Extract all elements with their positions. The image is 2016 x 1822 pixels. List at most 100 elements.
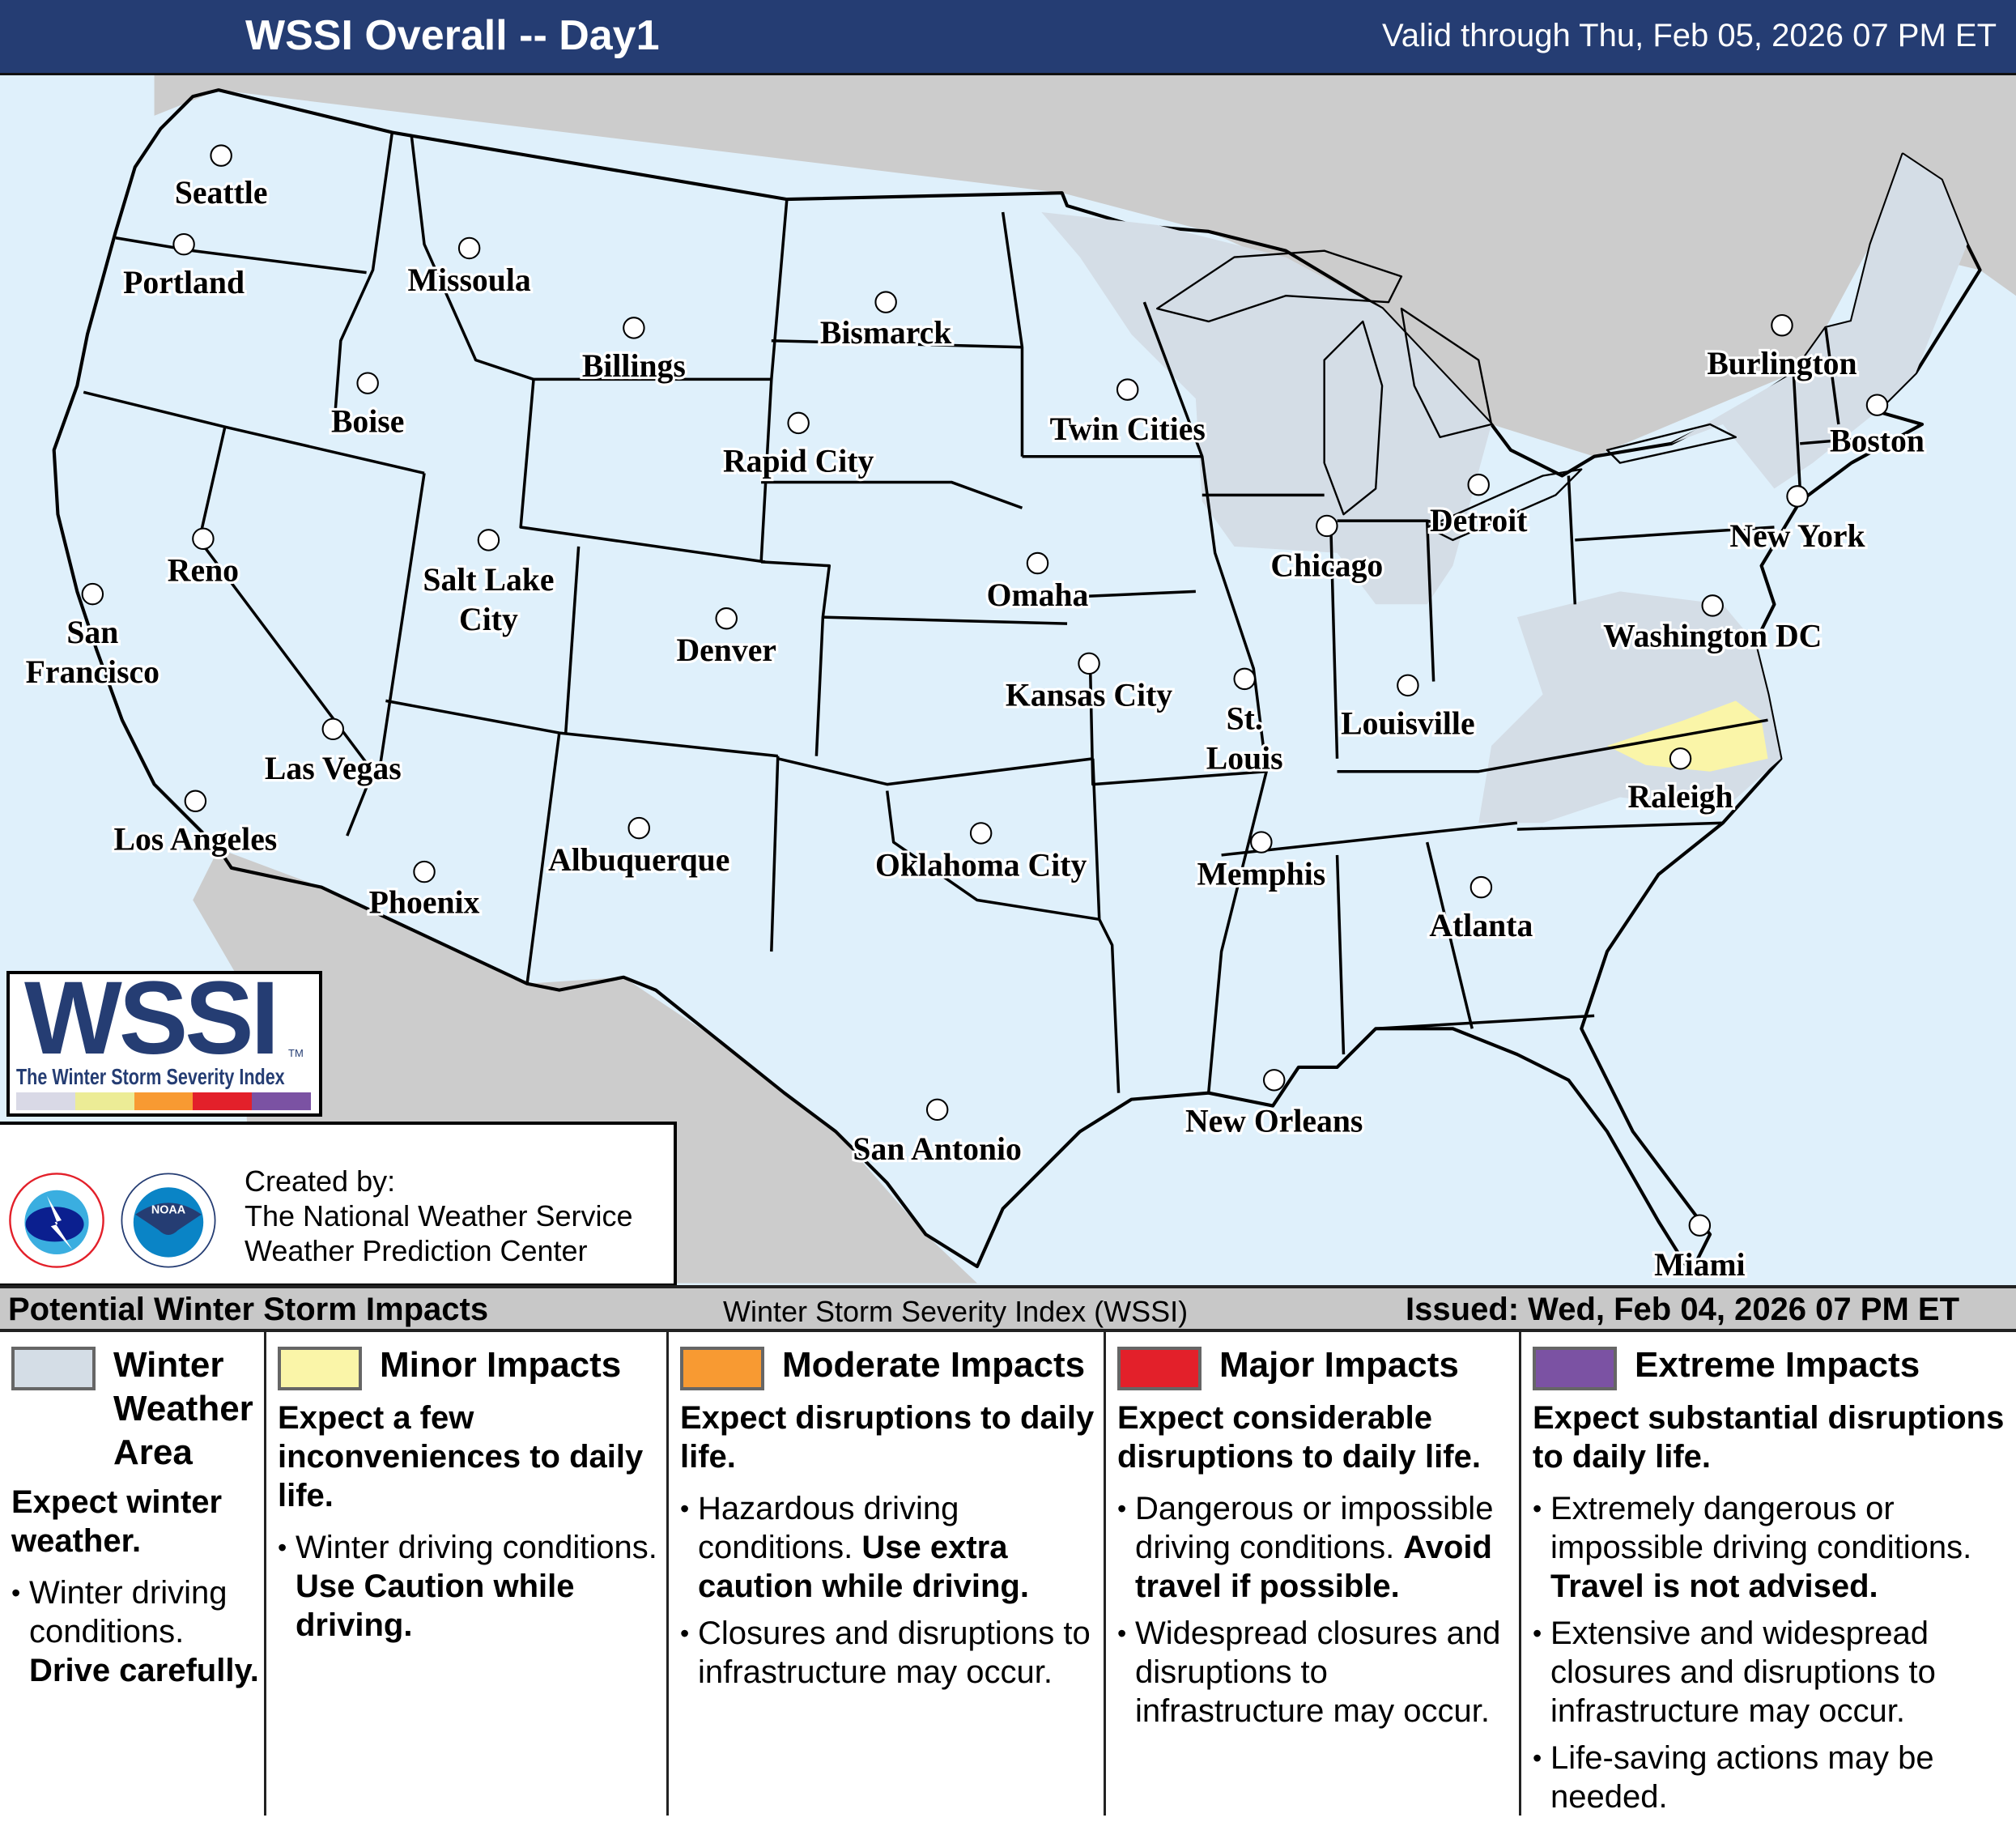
- bullet-text: Closures and disruptions to infrastructu…: [698, 1616, 1091, 1690]
- legend-bullet: Closures and disruptions to infrastructu…: [680, 1614, 1099, 1692]
- city-marker-icon: [81, 582, 104, 606]
- city-label: Detroit: [1430, 503, 1528, 539]
- legend-lead: Expect considerable disruptions to daily…: [1117, 1400, 1481, 1475]
- bullet-text: Winter driving conditions.: [29, 1575, 228, 1650]
- bullet-text: Widespread closures and disruptions to i…: [1135, 1616, 1501, 1729]
- wssi-logo: WSSI TM The Winter Storm Severity Index: [6, 971, 322, 1117]
- created-by-label: Created by:: [245, 1164, 396, 1198]
- legend-bullet: Widespread closures and disruptions to i…: [1117, 1614, 1514, 1730]
- creator-nws: The National Weather Service: [245, 1199, 633, 1232]
- legend-bullet: Life-saving actions may be needed.: [1533, 1739, 2011, 1816]
- legend-title: Major Impacts: [1219, 1345, 1459, 1385]
- city-marker-icon: [172, 232, 195, 256]
- legend-lead: Expect a few inconveniences to daily lif…: [278, 1400, 644, 1513]
- bullet-emphasis: Use extra caution while driving.: [698, 1530, 1029, 1604]
- legend-title: Extreme Impacts: [1635, 1345, 1920, 1385]
- city-label: Omaha: [987, 577, 1089, 613]
- city-washington-dc: Washington DC: [1601, 594, 1825, 657]
- city-label: Oklahoma City: [875, 847, 1087, 883]
- city-marker-icon: [210, 144, 232, 167]
- city-label: Albuquerque: [548, 842, 729, 878]
- wssi-logo-text: WSSI: [24, 971, 279, 1076]
- city-label: Missoula: [408, 262, 531, 298]
- city-marker-icon: [1026, 551, 1049, 575]
- legend-column-extreme-impacts: Extreme Impacts Expect substantial disru…: [1521, 1332, 2016, 1816]
- city-marker-icon: [321, 717, 345, 741]
- legend-index-name: Winter Storm Severity Index (WSSI): [723, 1295, 1189, 1328]
- legend-swatch: [1533, 1347, 1617, 1390]
- legend-bullets: Dangerous or impossible driving conditio…: [1117, 1489, 1514, 1730]
- city-marker-icon: [1865, 394, 1889, 416]
- city-rapid-city: Rapid City: [721, 411, 877, 482]
- city-label: Seattle: [175, 175, 268, 211]
- city-label: Atlanta: [1429, 908, 1533, 943]
- city-marker-icon: [1250, 831, 1273, 854]
- city-label: Burlington: [1707, 346, 1857, 381]
- city-marker-icon: [1397, 674, 1419, 697]
- city-label: Denver: [677, 632, 776, 668]
- city-marker-icon: [1701, 594, 1724, 617]
- legend-column-minor-impacts: Minor Impacts Expect a few inconvenience…: [266, 1332, 669, 1816]
- city-label: San: [66, 615, 118, 650]
- city-los-angeles: Los Angeles: [111, 790, 279, 860]
- city-label: Billings: [582, 348, 686, 384]
- bullet-emphasis: Use Caution while driving.: [296, 1569, 575, 1643]
- city-marker-icon: [1116, 378, 1139, 401]
- city-label: Rapid City: [723, 444, 874, 479]
- legend-swatch: [680, 1347, 764, 1390]
- city-label: Twin Cities: [1050, 411, 1206, 447]
- city-marker-icon: [1467, 473, 1490, 496]
- legend-lead: Expect disruptions to daily life.: [680, 1400, 1095, 1475]
- city-label: Salt Lake: [423, 562, 554, 598]
- city-louisville: Louisville: [1338, 674, 1478, 744]
- city-marker-icon: [413, 860, 436, 883]
- legend-heading: Potential Winter Storm Impacts: [8, 1292, 489, 1327]
- city-marker-icon: [627, 816, 650, 840]
- bullet-text: Winter driving conditions.: [296, 1530, 657, 1565]
- city-detroit: Detroit: [1427, 473, 1530, 541]
- city-marker-icon: [874, 291, 897, 313]
- city-new-york: New York: [1727, 485, 1869, 556]
- city-san-antonio: San Antonio: [850, 1098, 1024, 1169]
- city-label: New York: [1729, 518, 1865, 554]
- city-marker-icon: [192, 527, 215, 551]
- legend-title: Minor Impacts: [380, 1345, 622, 1385]
- legend-bullet: Extensive and widespread closures and di…: [1533, 1614, 2011, 1730]
- city-miami: Miami: [1652, 1214, 1748, 1285]
- city-twin-cities: Twin Cities: [1047, 378, 1208, 449]
- city-marker-icon: [1669, 747, 1692, 770]
- bullet-text: Life-saving actions may be needed.: [1550, 1740, 1934, 1815]
- state-boundaries: [83, 132, 1878, 1093]
- nws-logo-icon: [9, 1173, 104, 1268]
- legend-title: Winter Weather Area: [113, 1345, 253, 1472]
- trademark: TM: [288, 1047, 304, 1059]
- city-marker-icon: [477, 529, 500, 551]
- scale-swatch: [134, 1092, 194, 1110]
- city-marker-icon: [356, 372, 379, 394]
- city-reno: Reno: [165, 527, 241, 591]
- city-boise: Boise: [329, 372, 407, 442]
- minor-impacts-area: [1607, 700, 1768, 772]
- city-marker-icon: [1771, 313, 1793, 337]
- city-marker-icon: [1786, 485, 1809, 508]
- city-markers: Seattle Portland Missoula Billings Bismarck B…: [23, 144, 1927, 1285]
- legend-bullet: Dangerous or impossible driving conditio…: [1117, 1489, 1514, 1606]
- legend-lead: Expect substantial disruptions to daily …: [1533, 1400, 2005, 1475]
- legend-bullet: Extremely dangerous or impossible drivin…: [1533, 1489, 2011, 1606]
- great-lakes: [1156, 249, 1737, 542]
- city-label: Portland: [123, 265, 245, 300]
- legend-bullets: Extremely dangerous or impossible drivin…: [1533, 1489, 2011, 1816]
- city-label: Chicago: [1270, 547, 1383, 583]
- legend-column-winter-weather-area: Winter Weather Area Expect winter weathe…: [0, 1332, 266, 1816]
- noaa-seal-text: NOAA: [151, 1204, 186, 1217]
- city-marker-icon: [1078, 652, 1100, 675]
- scale-swatch: [74, 1092, 134, 1110]
- city-marker-icon: [1688, 1214, 1712, 1237]
- city-portland: Portland: [121, 232, 247, 303]
- city-label: Las Vegas: [265, 751, 402, 786]
- impact-legend: Winter Weather Area Expect winter weathe…: [0, 1332, 2016, 1822]
- city-label-line2: Louis: [1206, 741, 1283, 777]
- city-label: Reno: [168, 553, 239, 589]
- city-label: Boston: [1830, 423, 1925, 458]
- bullet-emphasis: Travel is not advised.: [1550, 1569, 1878, 1604]
